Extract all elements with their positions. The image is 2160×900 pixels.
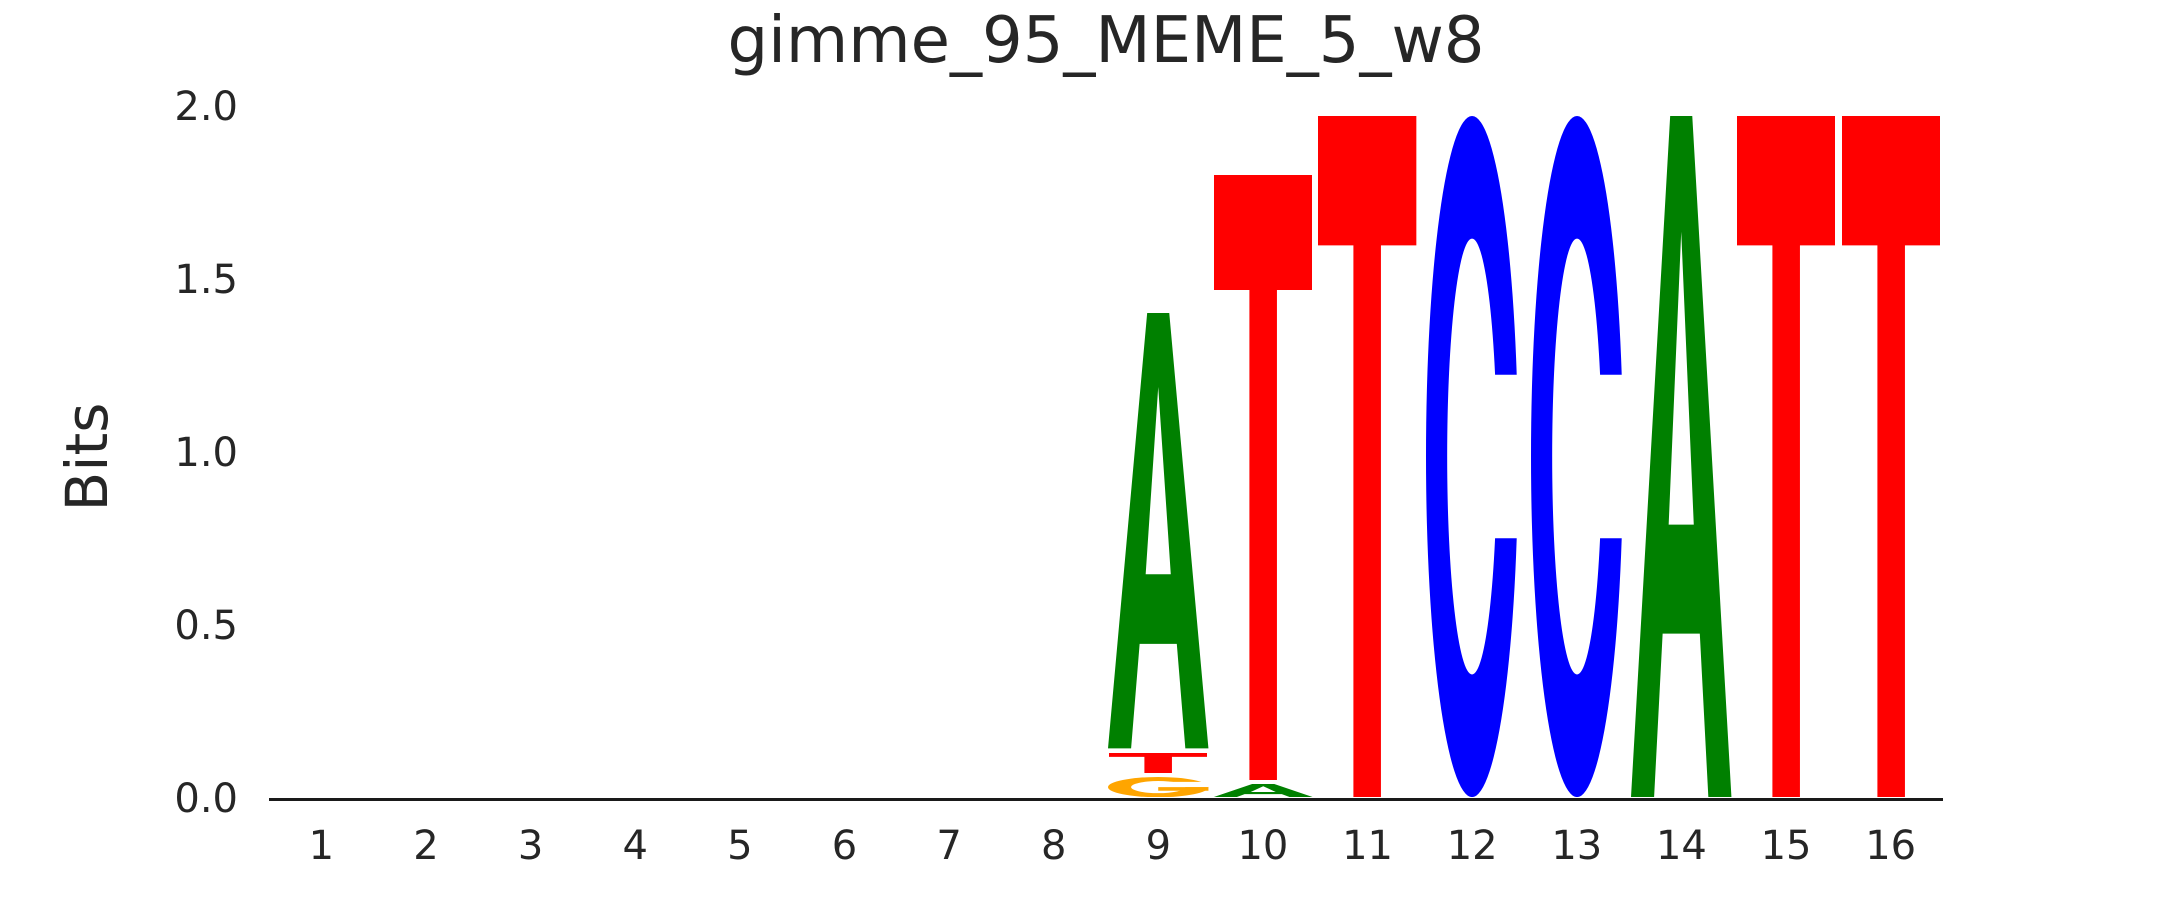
logo-letter-T-pos15 bbox=[1736, 115, 1836, 797]
x-tick-label-4: 4 bbox=[622, 823, 648, 869]
x-tick-label-7: 7 bbox=[936, 823, 962, 869]
x-tick-label-15: 15 bbox=[1760, 823, 1812, 869]
y-tick-label-0.5: 0.5 bbox=[174, 603, 238, 649]
x-tick-label-16: 16 bbox=[1865, 823, 1917, 869]
x-tick-label-9: 9 bbox=[1145, 823, 1172, 869]
logo-letter-T-pos9 bbox=[1109, 752, 1208, 773]
x-tick-label-6: 6 bbox=[831, 823, 858, 869]
x-tick-label-2: 2 bbox=[413, 823, 439, 869]
chart-title: gimme_95_MEME_5_w8 bbox=[727, 4, 1485, 78]
x-axis-line bbox=[269, 798, 1943, 801]
x-tick-label-12: 12 bbox=[1446, 823, 1498, 869]
x-tick-label-8: 8 bbox=[1040, 823, 1067, 869]
logo-letter-A-pos14 bbox=[1631, 115, 1732, 797]
logo-letter-T-pos11 bbox=[1318, 115, 1417, 797]
x-tick-label-3: 3 bbox=[517, 823, 544, 869]
logo-letter-C-pos12 bbox=[1426, 115, 1519, 797]
x-tick-label-1: 1 bbox=[308, 823, 335, 869]
logo-letter-C-pos13 bbox=[1530, 115, 1623, 797]
y-tick-label-1.0: 1.0 bbox=[174, 430, 238, 476]
logo-letter-G-pos9 bbox=[1108, 776, 1209, 797]
logo-letter-A-pos10 bbox=[1212, 783, 1314, 797]
y-tick-label-2.0: 2.0 bbox=[174, 84, 238, 130]
x-tick-label-11: 11 bbox=[1342, 823, 1394, 869]
logo-letter-T-pos16 bbox=[1841, 115, 1940, 797]
x-tick-label-10: 10 bbox=[1237, 823, 1289, 869]
y-tick-label-0.0: 0.0 bbox=[174, 776, 238, 822]
logo-letter-T-pos10 bbox=[1213, 174, 1313, 780]
logo-letter-A-pos9 bbox=[1108, 313, 1209, 749]
x-tick-label-13: 13 bbox=[1551, 823, 1603, 869]
x-tick-label-5: 5 bbox=[727, 823, 753, 869]
x-tick-label-14: 14 bbox=[1655, 823, 1707, 869]
y-tick-label-1.5: 1.5 bbox=[174, 257, 238, 303]
